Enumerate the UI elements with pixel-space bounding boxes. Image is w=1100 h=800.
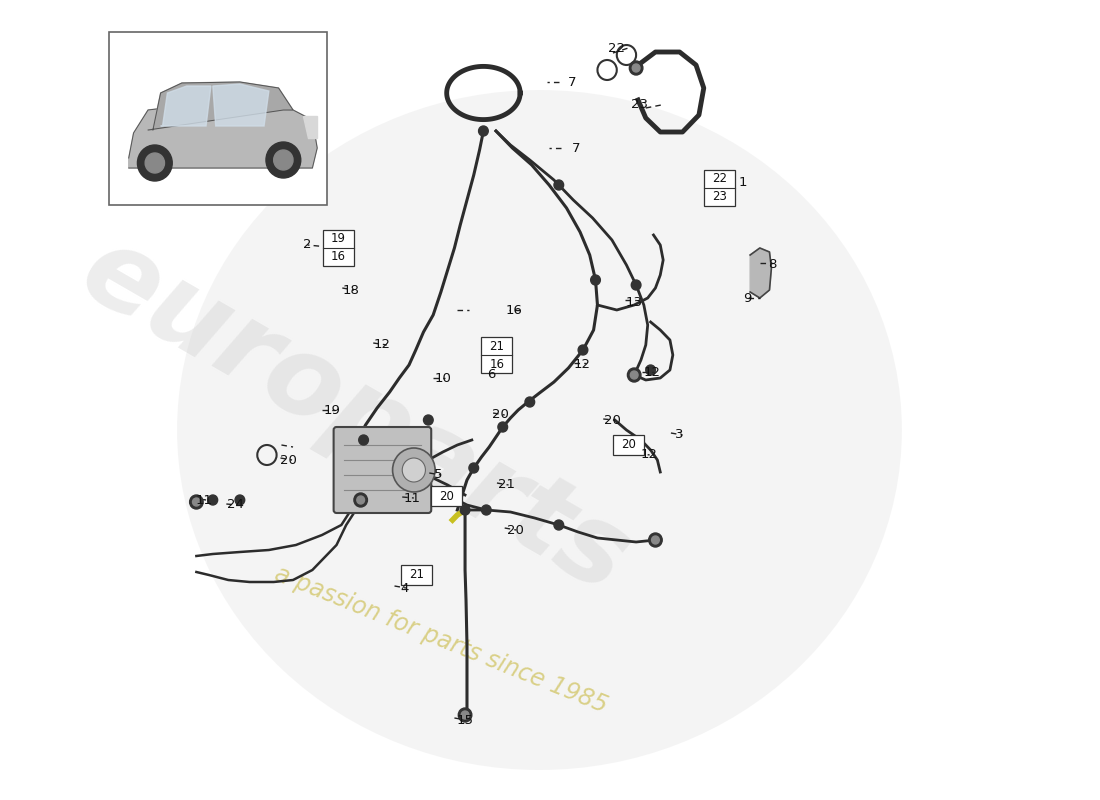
Text: 20: 20 bbox=[493, 409, 509, 422]
Polygon shape bbox=[161, 86, 211, 126]
Polygon shape bbox=[148, 82, 293, 130]
Text: 22: 22 bbox=[608, 42, 625, 54]
Text: 20: 20 bbox=[620, 438, 636, 451]
Text: 20: 20 bbox=[439, 490, 454, 502]
Circle shape bbox=[354, 493, 367, 507]
Circle shape bbox=[478, 126, 488, 136]
Circle shape bbox=[235, 495, 244, 505]
Circle shape bbox=[424, 415, 433, 425]
Text: 11: 11 bbox=[404, 491, 420, 505]
Polygon shape bbox=[129, 106, 317, 168]
Text: 5: 5 bbox=[433, 469, 442, 482]
Text: 12: 12 bbox=[373, 338, 390, 351]
Circle shape bbox=[356, 496, 364, 504]
Circle shape bbox=[460, 505, 470, 515]
Text: a passion for parts since 1985: a passion for parts since 1985 bbox=[271, 562, 610, 718]
Circle shape bbox=[632, 64, 640, 72]
Circle shape bbox=[554, 180, 563, 190]
Bar bbox=[613, 435, 644, 455]
Circle shape bbox=[192, 498, 200, 506]
Text: europarts: europarts bbox=[63, 216, 649, 616]
Text: 21: 21 bbox=[490, 339, 505, 353]
Text: 2: 2 bbox=[304, 238, 311, 251]
Circle shape bbox=[403, 458, 426, 482]
Text: 12: 12 bbox=[573, 358, 591, 371]
Circle shape bbox=[629, 61, 642, 75]
Text: 21: 21 bbox=[498, 478, 515, 491]
Text: 23: 23 bbox=[712, 190, 727, 203]
Text: 10: 10 bbox=[434, 371, 451, 385]
Polygon shape bbox=[750, 248, 771, 298]
Text: 12: 12 bbox=[644, 366, 661, 379]
Circle shape bbox=[189, 495, 204, 509]
Text: 9: 9 bbox=[744, 291, 751, 305]
Polygon shape bbox=[212, 84, 268, 126]
Circle shape bbox=[145, 153, 165, 173]
Text: 7: 7 bbox=[568, 75, 576, 89]
Text: 7: 7 bbox=[572, 142, 581, 154]
Circle shape bbox=[630, 371, 638, 379]
Text: 3: 3 bbox=[675, 429, 684, 442]
Circle shape bbox=[579, 345, 587, 355]
Circle shape bbox=[591, 275, 601, 285]
Circle shape bbox=[554, 520, 563, 530]
Circle shape bbox=[627, 368, 641, 382]
Text: 24: 24 bbox=[227, 498, 243, 511]
Circle shape bbox=[266, 142, 300, 178]
Circle shape bbox=[649, 533, 662, 547]
Bar bbox=[109, 32, 327, 205]
Text: 15: 15 bbox=[456, 714, 474, 726]
Text: 21: 21 bbox=[409, 569, 425, 582]
Circle shape bbox=[461, 711, 469, 719]
Text: 13: 13 bbox=[626, 295, 642, 309]
Text: 16: 16 bbox=[506, 303, 522, 317]
Text: 16: 16 bbox=[331, 250, 346, 263]
Text: 20: 20 bbox=[507, 523, 524, 537]
Bar bbox=[402, 565, 432, 585]
Bar bbox=[323, 230, 354, 266]
Text: 19: 19 bbox=[323, 403, 340, 417]
Text: 22: 22 bbox=[712, 173, 727, 186]
Circle shape bbox=[525, 397, 535, 407]
Circle shape bbox=[359, 435, 369, 445]
Circle shape bbox=[138, 145, 173, 181]
Circle shape bbox=[459, 708, 472, 722]
Text: 20: 20 bbox=[279, 454, 297, 466]
Text: 1: 1 bbox=[738, 177, 747, 190]
Circle shape bbox=[469, 463, 478, 473]
Bar bbox=[704, 170, 735, 206]
Circle shape bbox=[393, 448, 436, 492]
Circle shape bbox=[498, 422, 507, 432]
Bar bbox=[482, 337, 513, 373]
Text: 8: 8 bbox=[768, 258, 777, 271]
Polygon shape bbox=[302, 116, 317, 138]
Text: 11: 11 bbox=[196, 494, 212, 506]
Circle shape bbox=[482, 505, 491, 515]
Circle shape bbox=[274, 150, 293, 170]
Text: 12: 12 bbox=[640, 449, 657, 462]
Ellipse shape bbox=[177, 90, 902, 770]
Text: 20: 20 bbox=[604, 414, 620, 426]
FancyBboxPatch shape bbox=[333, 427, 431, 513]
Text: 4: 4 bbox=[400, 582, 408, 594]
Circle shape bbox=[646, 365, 656, 375]
Circle shape bbox=[631, 280, 641, 290]
Text: 16: 16 bbox=[490, 358, 505, 370]
Text: 18: 18 bbox=[342, 283, 360, 297]
Circle shape bbox=[208, 495, 218, 505]
Text: 19: 19 bbox=[331, 233, 346, 246]
Bar bbox=[431, 486, 462, 506]
Circle shape bbox=[651, 536, 659, 544]
Text: 23: 23 bbox=[630, 98, 648, 111]
Text: 6: 6 bbox=[487, 369, 495, 382]
